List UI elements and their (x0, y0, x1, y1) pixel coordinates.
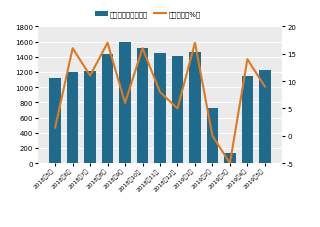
Bar (224, 154, 236, 163)
Bar (137, 49, 148, 163)
Bar (259, 71, 270, 163)
Bar (207, 108, 218, 163)
Bar (189, 53, 201, 163)
Bar (242, 76, 253, 163)
Bar (84, 72, 96, 163)
Bar (119, 42, 131, 163)
Bar (67, 73, 78, 163)
Bar (172, 57, 183, 163)
Bar (154, 54, 166, 163)
Bar (102, 54, 113, 163)
Bar (50, 79, 61, 163)
Legend: 电视机产量（万台）, 同比增长（%）: 电视机产量（万台）, 同比增长（%） (92, 9, 203, 21)
